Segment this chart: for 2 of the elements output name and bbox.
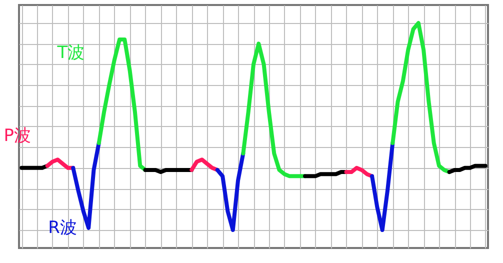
series-label: R波 bbox=[48, 218, 77, 238]
series-label: T波 bbox=[56, 43, 85, 64]
